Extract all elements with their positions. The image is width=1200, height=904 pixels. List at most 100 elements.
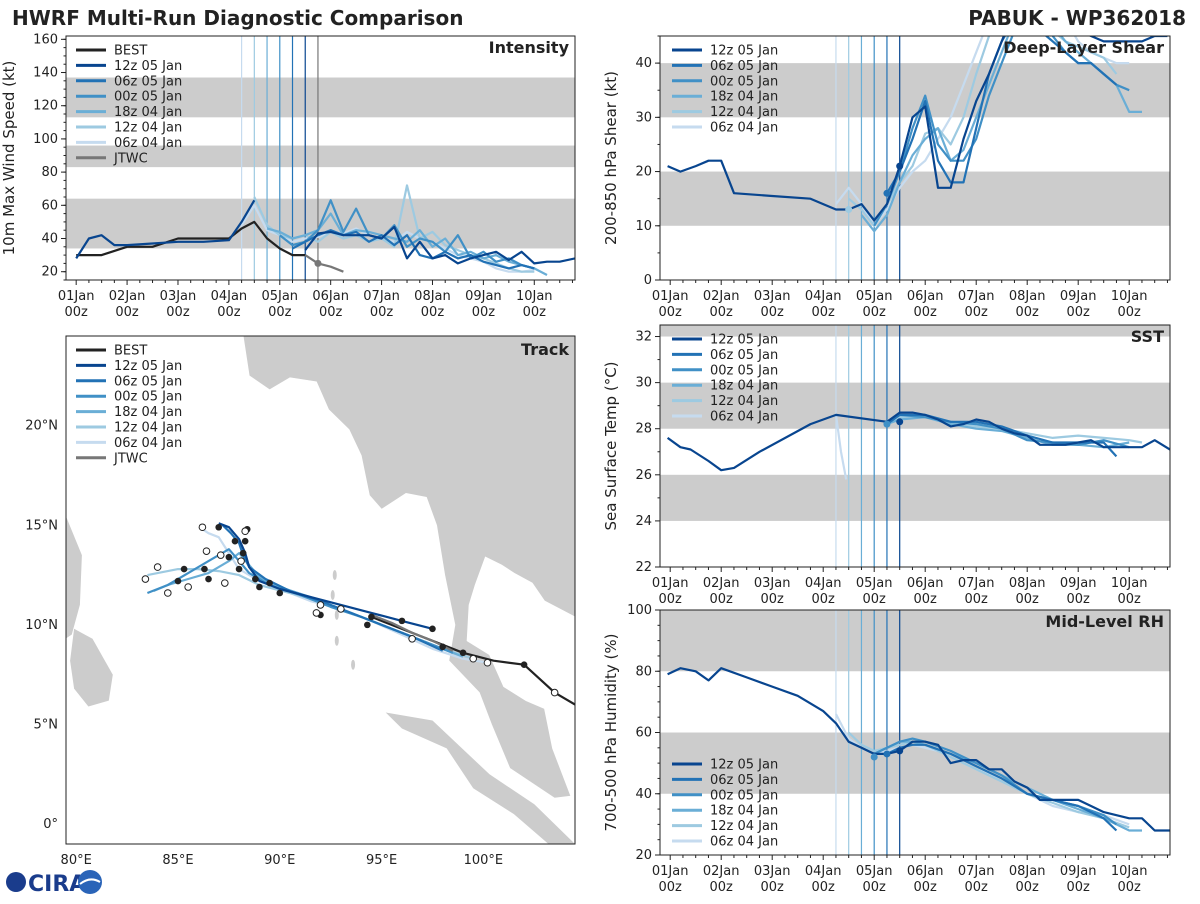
sst-marker-1: [883, 420, 891, 428]
intensity-band-1: [66, 145, 575, 168]
island-0: [332, 570, 337, 581]
track-dot-open-13: [184, 583, 192, 591]
shear-series-12z-05-jan: [667, 36, 1168, 222]
track-legend-label-06z-04-jan: 06z 04 Jan: [114, 436, 182, 451]
track-xtick-label: 80°E: [61, 853, 92, 868]
rh-xtick-hour: 00z: [1016, 880, 1040, 895]
rh-xtick-date: 02Jan: [703, 864, 740, 879]
shear-marker-1: [883, 189, 891, 197]
rh-xtick-date: 03Jan: [754, 864, 791, 879]
intensity-legend-label-best: BEST: [114, 44, 147, 59]
shear-ytick-label: 40: [635, 56, 652, 71]
track-legend-label-06z-05-jan: 06z 05 Jan: [114, 374, 182, 389]
sst-xtick-date: 07Jan: [958, 576, 995, 591]
shear-title: Deep-Layer Shear: [1003, 38, 1164, 57]
sst-ylabel: Sea Surface Temp (°C): [602, 361, 620, 530]
sst-xtick-date: 09Jan: [1060, 576, 1097, 591]
rh-xtick-hour: 00z: [965, 880, 989, 895]
sst-ytick-label: 24: [635, 514, 652, 529]
intensity-xtick-hour: 00z: [370, 305, 394, 320]
track-dot-open-2: [469, 654, 478, 663]
land-0: [66, 336, 83, 640]
track-dot-filled-20: [174, 577, 182, 585]
rh-marker-2: [870, 753, 878, 761]
sst-title: SST: [1131, 327, 1164, 346]
track-dot-open-0: [550, 688, 559, 697]
intensity-series-12z-05-jan: [304, 225, 575, 265]
rh-xtick-date: 05Jan: [856, 864, 893, 879]
intensity-series-06z-05-jan: [291, 229, 535, 270]
shear-marker-0: [896, 162, 904, 170]
track-dot-open-6: [312, 609, 321, 617]
rh-panel: 2040608010001Jan00z02Jan00z03Jan00z04Jan…: [602, 603, 1171, 895]
rh-xtick-hour: 00z: [761, 880, 785, 895]
intensity-xtick-date: 09Jan: [465, 289, 502, 304]
track-dot-open-7: [198, 523, 207, 532]
intensity-frame: [65, 35, 576, 281]
intensity-panel: 2040608010012014016001Jan00z02Jan00z03Ja…: [0, 32, 576, 320]
track-dot-filled-5: [368, 613, 375, 621]
track-dot-filled-17: [225, 553, 233, 561]
track-dot-open-4: [337, 605, 345, 613]
shear-xtick-date: 07Jan: [958, 289, 995, 304]
intensity-legend-label-00z-05-jan: 00z 05 Jan: [114, 90, 182, 105]
rh-legend-label-00z-05-jan: 00z 05 Jan: [710, 788, 778, 803]
rh-xtick-date: 08Jan: [1009, 864, 1046, 879]
shear-plot-area: [660, 36, 1170, 280]
intensity-xtick-date: 04Jan: [211, 289, 248, 304]
sst-series-18z-04-jan: [886, 416, 1130, 449]
sst-frame: [659, 324, 1171, 568]
jtwc-point: [314, 259, 322, 267]
shear-marker-2: [845, 206, 853, 214]
rh-xtick-hour: 00z: [1118, 880, 1142, 895]
land-1: [242, 336, 575, 799]
intensity-xtick-hour: 00z: [523, 305, 547, 320]
rh-xtick-date: 10Jan: [1111, 864, 1148, 879]
rh-xtick-hour: 00z: [710, 880, 734, 895]
intensity-band-2: [66, 77, 575, 118]
rh-xtick-date: 09Jan: [1060, 864, 1097, 879]
intensity-xtick-hour: 00z: [268, 305, 292, 320]
shear-frame: [659, 35, 1171, 281]
sst-ytick-label: 32: [635, 330, 652, 345]
shear-series-06z-04-jan: [835, 36, 1130, 227]
sst-band-2: [660, 325, 1170, 337]
shear-xtick-date: 05Jan: [856, 289, 893, 304]
intensity-xtick-date: 05Jan: [261, 289, 298, 304]
intensity-xtick-hour: 00z: [64, 305, 88, 320]
shear-band-1: [660, 63, 1170, 118]
sst-ytick-label: 30: [635, 376, 652, 391]
track-ytick-label: 10°N: [25, 618, 58, 633]
shear-xtick-hour: 00z: [1118, 305, 1142, 320]
shear-xtick-hour: 00z: [914, 305, 938, 320]
rh-marker-1: [883, 750, 891, 758]
intensity-ytick-label: 100: [33, 132, 58, 147]
track-plot-area: [66, 336, 575, 844]
land-sri-lanka: [70, 628, 113, 707]
sst-xtick-hour: 00z: [1067, 592, 1091, 607]
rh-legend-label-06z-05-jan: 06z 05 Jan: [710, 773, 778, 788]
rh-xtick-hour: 00z: [914, 880, 938, 895]
island-1: [330, 589, 335, 600]
track-dot-open-14: [221, 579, 229, 587]
track-dot-filled-11: [252, 575, 259, 583]
sst-xtick-date: 08Jan: [1009, 576, 1046, 591]
shear-xtick-hour: 00z: [761, 305, 785, 320]
sst-legend-label-06z-05-jan: 06z 05 Jan: [710, 348, 778, 363]
shear-xtick-date: 10Jan: [1111, 289, 1148, 304]
shear-xtick-hour: 00z: [710, 305, 734, 320]
intensity-xtick-date: 06Jan: [312, 289, 349, 304]
shear-xtick-date: 02Jan: [703, 289, 740, 304]
track-dot-filled-14: [241, 537, 249, 545]
figure-title: HWRF Multi-Run Diagnostic Comparison: [12, 6, 463, 30]
track-dot-open-11: [141, 575, 150, 583]
track-dot-filled-21: [205, 575, 212, 583]
shear-legend-label-18z-04-jan: 18z 04 Jan: [710, 90, 778, 105]
intensity-ylabel: 10m Max Wind Speed (kt): [0, 61, 18, 256]
cira-logo-text: CIRA: [28, 872, 86, 897]
sst-xtick-date: 03Jan: [754, 576, 791, 591]
track-dot-filled-10: [266, 579, 273, 587]
